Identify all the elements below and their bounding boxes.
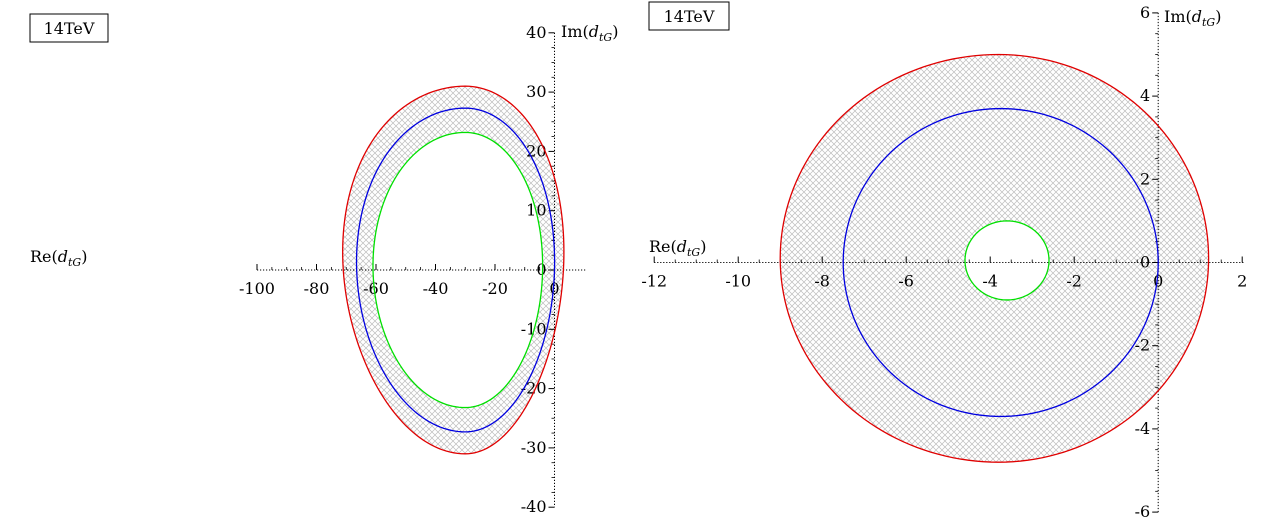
x-tick-label: 2 xyxy=(1237,272,1247,291)
outer-contour xyxy=(779,53,1210,463)
y-tick-label: 4 xyxy=(1140,86,1150,105)
panel-tag: 14TeV xyxy=(44,19,95,38)
x-tick-label: -60 xyxy=(363,279,389,298)
chart-panel-1: -100 -80 -60 -40 -20 0-40-30-20-1001020304014… xyxy=(29,13,618,516)
chart-panels: -100 -80 -60 -40 -20 0-40-30-20-1001020304014… xyxy=(29,1,1247,521)
y-tick-label: -40 xyxy=(521,497,547,516)
y-tick-label: -30 xyxy=(521,438,547,457)
y-tick-label: 40 xyxy=(526,23,546,42)
x-axis-label: Re(dtG) xyxy=(649,237,706,259)
x-tick-label: -8 xyxy=(814,272,830,291)
y-tick-label: 20 xyxy=(526,141,546,160)
inner-contour xyxy=(372,131,544,409)
y-tick-label: 0 xyxy=(1140,253,1150,272)
y-tick-label: 6 xyxy=(1140,3,1150,22)
x-tick-label: -10 xyxy=(725,272,751,291)
x-axis-label: Re(dtG) xyxy=(30,247,87,269)
middle-contour xyxy=(842,107,1159,418)
y-tick-label: 0 xyxy=(536,260,546,279)
y-tick-label: 2 xyxy=(1140,169,1150,188)
x-tick-label: -12 xyxy=(641,272,667,291)
y-tick-label: -4 xyxy=(1135,419,1151,438)
y-axis-label: Im(dtG) xyxy=(561,22,618,44)
x-tick-label: 0 xyxy=(1153,272,1163,291)
panel-tag-box xyxy=(648,1,730,31)
x-tick-label: -4 xyxy=(982,272,998,291)
x-tick-label: 0 xyxy=(549,279,559,298)
outer-contour xyxy=(342,85,565,455)
panel-tag-box xyxy=(29,13,109,43)
inner-contour xyxy=(964,220,1050,301)
panel-tag: 14TeV xyxy=(664,7,715,26)
y-tick-label: 30 xyxy=(526,82,546,101)
x-tick-label: -40 xyxy=(423,279,449,298)
x-tick-label: -2 xyxy=(1066,272,1082,291)
x-tick-label: -20 xyxy=(482,279,508,298)
y-tick-label: -2 xyxy=(1135,336,1151,355)
x-tick-label: -6 xyxy=(898,272,914,291)
x-tick-label: -80 xyxy=(304,279,330,298)
chart-panel-2: -12 -10 -8 -6 -4 -2 0 2 -6 -4 -2 0 2 4 6 14TeV Re(dtG) Im… xyxy=(641,1,1247,521)
y-axis-label: Im(dtG) xyxy=(1164,7,1221,29)
y-tick-label: -6 xyxy=(1135,502,1151,521)
middle-contour xyxy=(355,107,556,433)
x-tick-label: -100 xyxy=(239,279,275,298)
